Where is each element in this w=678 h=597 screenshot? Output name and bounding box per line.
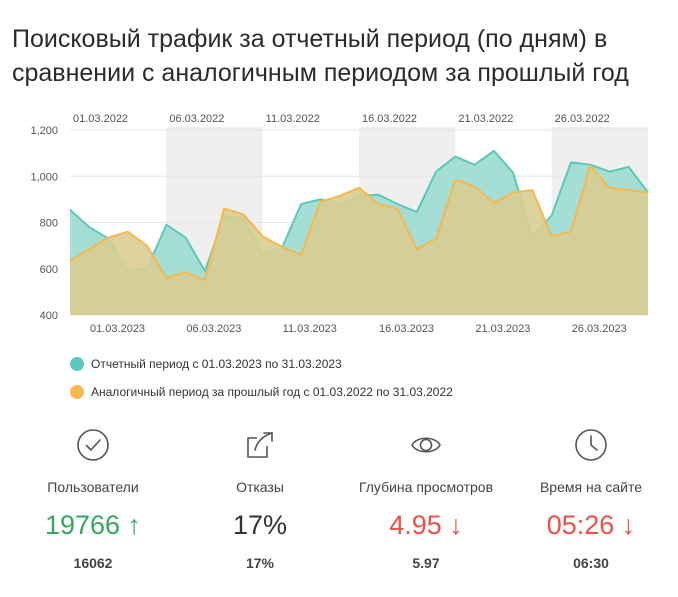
stat-bounces-label: Отказы — [236, 479, 284, 495]
stat-depth: Глубина просмотров 4.95 ↓ 5.97 — [341, 428, 511, 571]
stat-time-value: 05:26 ↓ — [546, 510, 636, 540]
top-axis-label: 01.03.2022 — [73, 113, 128, 125]
y-tick-label: 600 — [40, 264, 58, 276]
bottom-axis-label: 21.03.2023 — [475, 323, 530, 335]
legend-label-current: Отчетный период с 01.03.2023 по 31.03.20… — [91, 357, 342, 371]
y-tick-label: 1,000 — [30, 171, 58, 183]
stat-users-value: 19766 ↑ — [44, 510, 142, 540]
bottom-axis-label: 06.03.2023 — [186, 323, 241, 335]
stat-depth-label: Глубина просмотров — [358, 479, 494, 495]
chart-title: Поисковый трафик за отчетный период (по … — [12, 25, 629, 87]
y-tick-label: 400 — [40, 310, 58, 322]
stat-users: Пользователи 19766 ↑ 16062 — [8, 428, 178, 571]
top-axis-label: 06.03.2022 — [169, 113, 224, 125]
legend-item-current[interactable]: Отчетный период с 01.03.2023 по 31.03.20… — [70, 356, 453, 372]
eye-icon — [411, 437, 441, 453]
stats-panel: Пользователи 19766 ↑ 16062 Отказы 17% 17… — [0, 428, 678, 588]
share-icon — [247, 432, 273, 458]
bottom-axis-label: 26.03.2023 — [572, 323, 627, 335]
axis-labels: 400 600 800 1,000 1,200 01.03.2022 06.03.2022 1… — [30, 113, 626, 335]
traffic-chart: 400 600 800 1,000 1,200 01.03.2022 06.03.2022 1… — [30, 113, 649, 335]
bottom-axis-label: 16.03.2023 — [379, 323, 434, 335]
legend-label-previous: Аналогичный период за прошлый год с 01.0… — [91, 385, 453, 399]
series-previous-line — [69, 164, 649, 282]
top-axis-label: 26.03.2022 — [555, 113, 610, 125]
stat-bounces: Отказы 17% 17% — [175, 428, 345, 571]
clock-icon — [575, 429, 607, 461]
stat-depth-value: 4.95 ↓ — [389, 510, 463, 540]
legend-item-previous[interactable]: Аналогичный период за прошлый год с 01.0… — [70, 384, 453, 400]
top-axis-label: 21.03.2022 — [458, 113, 513, 125]
bottom-axis-label: 01.03.2023 — [90, 323, 145, 335]
y-tick-label: 1,200 — [30, 125, 58, 137]
bottom-axis-label: 11.03.2023 — [283, 323, 337, 335]
stat-time-label: Время на сайте — [539, 479, 643, 495]
top-axis-label: 11.03.2022 — [266, 113, 320, 125]
y-tick-label: 800 — [40, 218, 58, 230]
stat-users-prev: 16062 — [73, 555, 113, 571]
legend: Отчетный период с 01.03.2023 по 31.03.20… — [70, 356, 453, 412]
stat-depth-prev: 5.97 — [412, 555, 440, 571]
stat-users-label: Пользователи — [47, 479, 139, 495]
series-previous-area — [70, 165, 648, 315]
chart-areas — [69, 149, 649, 315]
stat-bounces-value: 17% — [232, 510, 288, 540]
check-circle-icon — [77, 429, 109, 461]
legend-dot-previous — [70, 385, 84, 399]
top-axis-label: 16.03.2022 — [362, 113, 417, 125]
legend-dot-current — [70, 357, 84, 371]
stat-bounces-prev: 17% — [245, 555, 275, 571]
stat-time-prev: 06:30 — [573, 555, 609, 571]
stat-time: Время на сайте 05:26 ↓ 06:30 — [506, 428, 676, 571]
